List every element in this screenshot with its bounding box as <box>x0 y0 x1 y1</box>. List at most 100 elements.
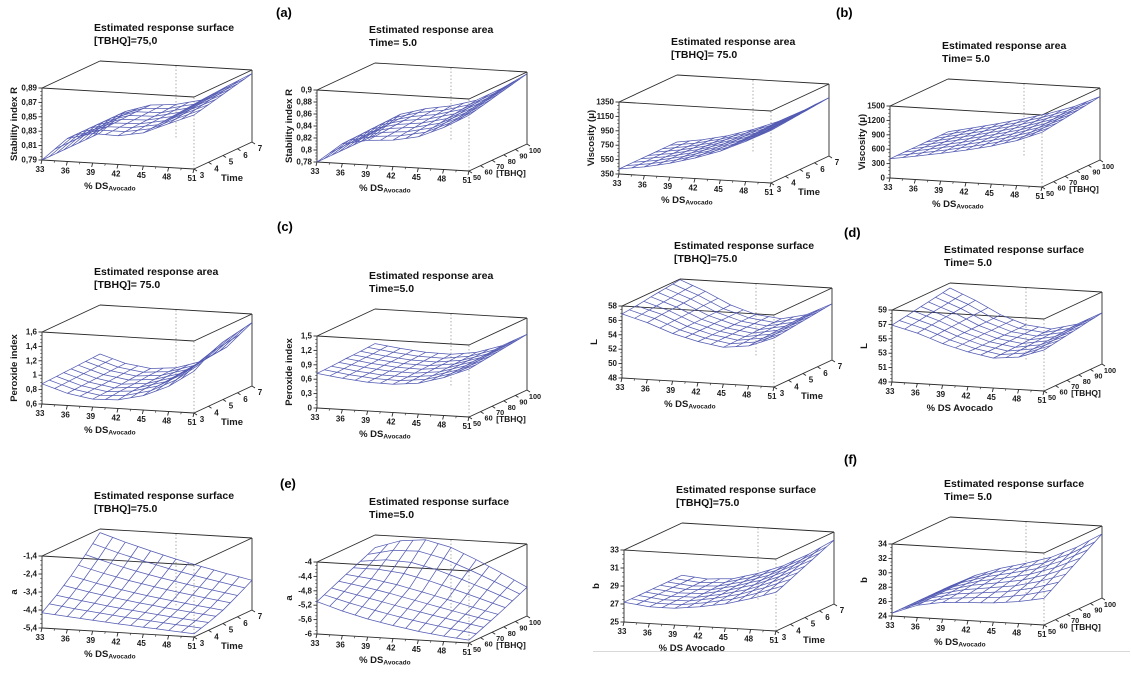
depth-axis-label: Time <box>221 641 243 652</box>
depth-tick-mark <box>814 162 818 166</box>
depth-tick-label: 60 <box>485 640 493 649</box>
mesh-line-depth <box>904 580 963 610</box>
x-minor-tick <box>954 619 956 623</box>
depth-tick-label: 80 <box>508 629 516 638</box>
x-minor-tick <box>155 634 157 638</box>
x-minor-tick <box>735 384 737 388</box>
depth-tick-label: 50 <box>1048 627 1056 636</box>
depth-tick-label: 90 <box>1094 606 1102 615</box>
x-minor-tick <box>709 383 711 386</box>
plot-box-edge <box>1041 87 1101 116</box>
x-tick-mark <box>749 629 752 634</box>
z-tick-label: 1,2 <box>301 346 313 355</box>
mesh-line-depth <box>631 140 690 169</box>
x-tick-label: 51 <box>1038 630 1047 639</box>
depth-tick-label: 3 <box>782 633 787 642</box>
depth-tick-mark <box>480 637 484 641</box>
mesh-line-depth <box>685 309 744 339</box>
mesh-line-depth <box>181 80 240 120</box>
x-minor-tick <box>455 416 457 419</box>
mesh-line-depth <box>105 368 164 401</box>
plot-box-edge <box>193 69 253 98</box>
x-tick-label: 42 <box>112 414 121 423</box>
depth-tick-label: 5 <box>809 376 814 385</box>
x-tick-mark <box>645 379 648 384</box>
x-tick-mark <box>192 637 195 642</box>
mesh-line-depth <box>915 127 974 157</box>
plot-box-edge <box>41 304 101 333</box>
plot-svg-b2: 0 300 600 900 1200 1500 Viscosity (μ) 33 36 39 42 4… <box>857 78 1114 211</box>
mesh-line-depth <box>316 134 376 163</box>
x-minor-tick <box>404 639 406 642</box>
x-tick-mark <box>772 387 775 392</box>
depth-tick-label: 50 <box>1048 393 1056 402</box>
x-axis-label: % DSAvocado <box>934 637 986 649</box>
x-tick-mark <box>941 619 944 624</box>
mesh-line-depth <box>168 347 227 387</box>
z-axis-label: b <box>859 577 870 583</box>
plot-c2: Estimated response area Time=5.0 0 0,3 0,6 0,… <box>283 270 555 441</box>
mesh-line-depth <box>1031 318 1090 355</box>
surface-mesh <box>891 287 1103 359</box>
x-tick-mark <box>642 175 645 180</box>
plot-box-edge <box>891 543 1045 554</box>
depth-tick-label: 60 <box>1058 184 1066 193</box>
z-tick-label: 0,84 <box>296 122 312 131</box>
z-axis-label: L <box>589 339 600 345</box>
depth-tick-mark <box>503 154 508 158</box>
mesh-line-depth <box>710 316 769 345</box>
plot-box-edge <box>41 555 195 566</box>
depth-tick-label: 60 <box>485 414 493 423</box>
mesh-line-depth <box>79 365 139 397</box>
plot-title-line1: Estimated response surface <box>944 244 1085 256</box>
mesh-line-depth <box>316 343 376 374</box>
mesh-line-depth <box>955 319 1014 349</box>
plot-box-edge <box>949 516 1103 527</box>
x-tick-mark <box>1040 187 1043 192</box>
z-tick-label: 33 <box>610 546 619 555</box>
z-tick-label: 0,78 <box>296 158 312 167</box>
z-tick-label: 0,88 <box>296 98 312 107</box>
plot-box-edge <box>621 278 681 307</box>
x-tick-label: 45 <box>137 171 146 180</box>
z-tick-label: 32 <box>878 554 887 563</box>
x-tick-label: 36 <box>61 167 70 176</box>
mesh-line-depth <box>745 110 804 142</box>
z-axis-label: Peroxide index <box>9 334 20 402</box>
z-tick-label: 550 <box>601 155 615 164</box>
x-tick-label: 36 <box>641 385 650 394</box>
depth-tick-label: 60 <box>485 168 493 177</box>
z-tick-label: 1 <box>33 371 38 380</box>
x-tick-label: 42 <box>112 638 121 647</box>
x-tick-mark <box>622 622 625 627</box>
depth-tick-label: 4 <box>214 409 219 418</box>
z-tick-label: 1,6 <box>26 328 38 337</box>
mesh-line-depth <box>54 358 113 390</box>
z-tick-label: 26 <box>878 597 887 606</box>
mesh-line-depth <box>168 573 227 632</box>
mesh-line-depth <box>644 139 703 168</box>
figure-separator-line <box>593 651 1130 652</box>
mesh-line-depth <box>1018 324 1077 358</box>
mesh-line-depth <box>92 550 152 621</box>
x-tick-label: 39 <box>361 416 370 425</box>
x-axis-label-subscript: Avocado <box>383 188 410 195</box>
plot-subtitle: [TBHQ]=75.0 <box>94 503 158 516</box>
mesh-line-depth <box>143 100 202 134</box>
depth-tick-mark <box>785 176 789 179</box>
x-tick-mark <box>1017 389 1020 394</box>
depth-tick-mark <box>468 642 473 646</box>
x-tick-label: 48 <box>162 641 171 650</box>
x-tick-mark <box>192 169 195 174</box>
mesh-line-x <box>645 572 798 598</box>
depth-tick-mark <box>1101 363 1106 367</box>
depth-axis-label: Time <box>803 635 825 646</box>
x-axis-label: % DSAvocado <box>359 183 411 195</box>
mesh-line-depth <box>758 103 817 137</box>
plot-box-edge <box>316 308 376 337</box>
depth-tick-label: 60 <box>1060 388 1068 397</box>
